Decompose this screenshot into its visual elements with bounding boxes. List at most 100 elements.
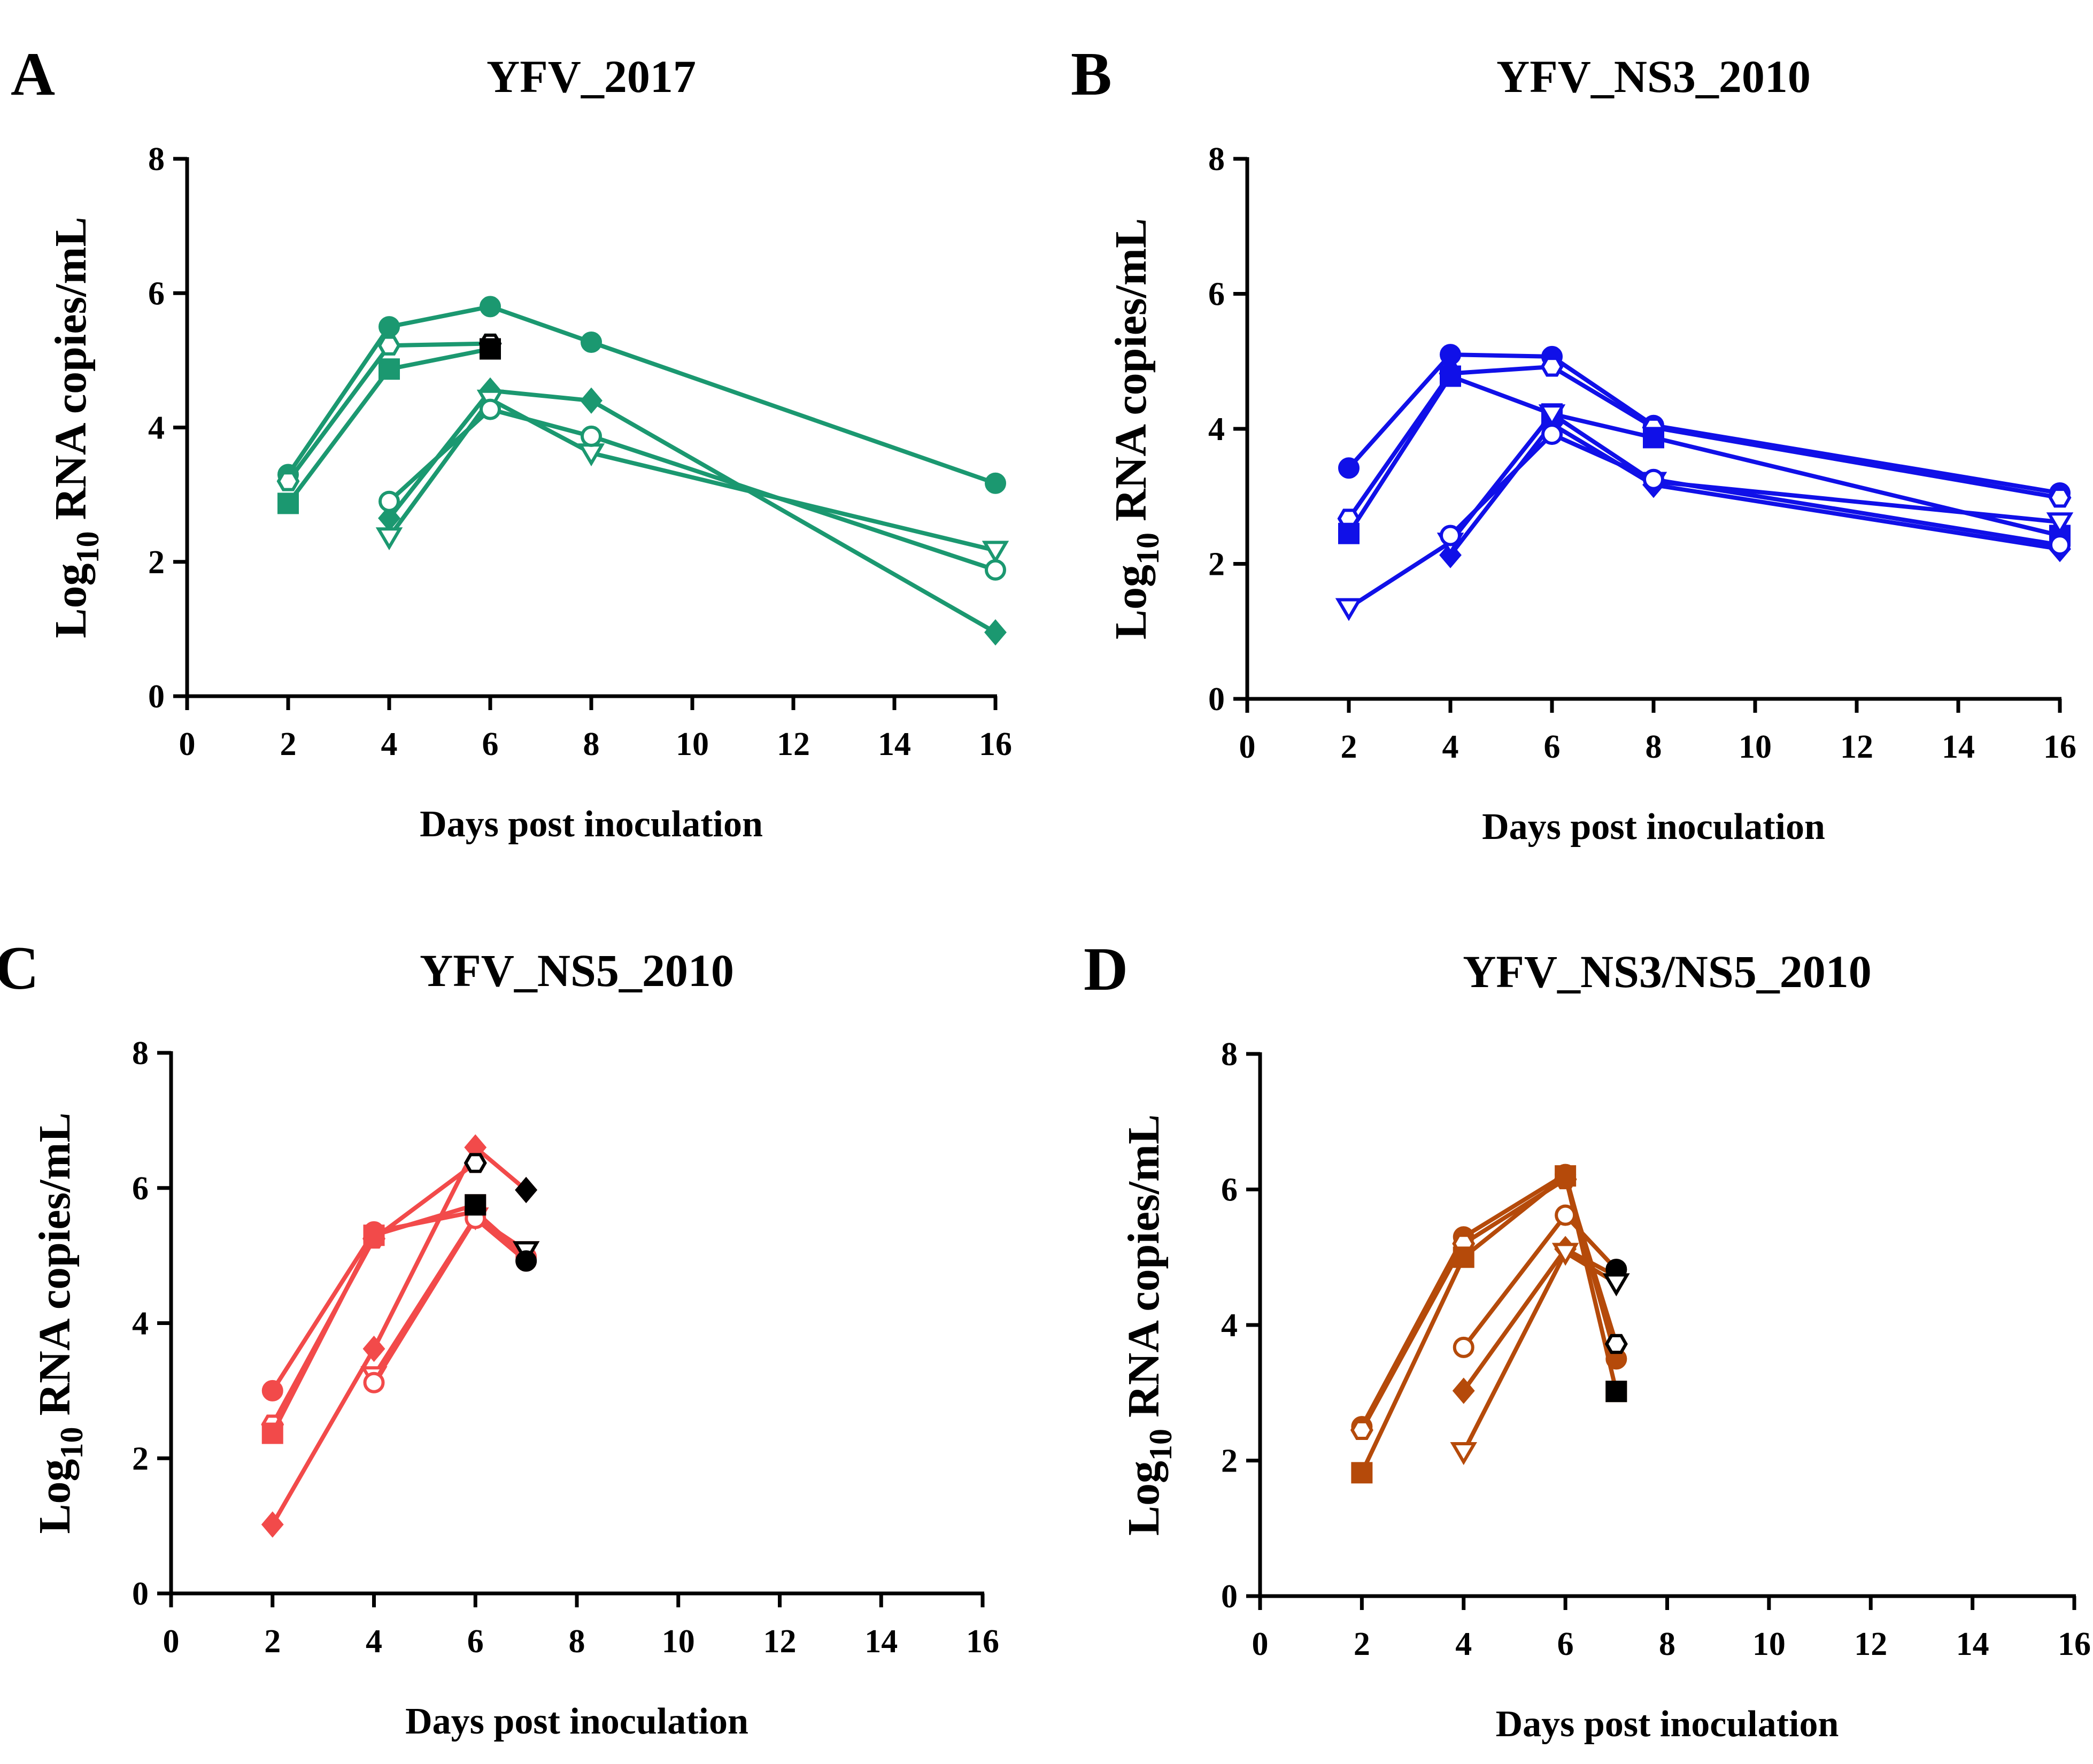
- y-tick-label: 0: [1208, 681, 1225, 718]
- data-point: [480, 398, 501, 420]
- endpoint-marker-group: [465, 1194, 486, 1216]
- data-point: [261, 1422, 283, 1444]
- series-line: [1347, 364, 2060, 520]
- y-axis-label-part: Log: [46, 563, 96, 638]
- x-tick-label: 16: [966, 1623, 999, 1660]
- data-point: [581, 331, 602, 353]
- y-tick-label: 2: [1221, 1443, 1238, 1480]
- data-point: [1440, 525, 1461, 546]
- data-point: [261, 1380, 283, 1401]
- data-point: [379, 358, 400, 380]
- data-point: [580, 387, 603, 414]
- y-tick-label: 4: [1208, 411, 1225, 448]
- x-tick-label: 0: [179, 726, 196, 762]
- x-tick-label: 8: [1659, 1626, 1675, 1662]
- data-point: [2046, 512, 2074, 536]
- y-tick-label: 6: [148, 275, 165, 312]
- y-tick-label: 4: [148, 410, 165, 446]
- data-point: [276, 471, 300, 491]
- data-point: [1643, 468, 1664, 490]
- data-point: [1452, 1377, 1475, 1404]
- series-3: [261, 1194, 486, 1444]
- endpoint-marker: [1605, 1381, 1627, 1403]
- y-tick-label: 2: [1208, 546, 1225, 583]
- data-point: [1335, 598, 1363, 621]
- data-point: [984, 619, 1007, 646]
- data-point: [362, 1335, 385, 1362]
- x-tick-label: 14: [864, 1623, 898, 1660]
- endpoint-marker-group: [515, 1250, 537, 1272]
- series-6: [363, 1207, 537, 1393]
- endpoint-marker-group: [480, 338, 501, 360]
- x-tick-label: 16: [2058, 1626, 2091, 1662]
- panel-b: B YFV_NS3_2010 0 2 4 6 8 10 12 14 16 0 2 4 6 8 Days post…: [1071, 40, 2076, 848]
- data-point: [1643, 427, 1664, 449]
- x-axis-label: Days post inoculation: [420, 804, 763, 845]
- x-tick-label: 12: [763, 1623, 797, 1660]
- data-point: [1551, 1243, 1579, 1266]
- endpoint-marker: [1604, 1334, 1628, 1354]
- x-tick-label: 0: [1252, 1626, 1269, 1662]
- x-tick-label: 14: [1956, 1626, 1989, 1662]
- data-point: [1555, 1165, 1577, 1187]
- data-point: [581, 425, 602, 447]
- x-tick-label: 0: [163, 1623, 180, 1660]
- x-axis-label: Days post inoculation: [1482, 806, 1825, 848]
- x-tick-label: 16: [2043, 729, 2076, 765]
- series-6: [1440, 423, 2071, 556]
- x-axis-label: Days post inoculation: [1496, 1704, 1839, 1745]
- panel-c: C YFV_NS5_2010 0 2 4 6 8 10 12 14 16 0 2 4 6 8 Days post…: [0, 934, 999, 1742]
- x-tick-label: 12: [777, 726, 810, 762]
- panel-d: D YFV_NS3/NS5_2010 0 2 4 6 8 10 12 14 16 0 2 4 6 8 Days …: [1084, 935, 2091, 1745]
- chart-title-a: YFV_2017: [486, 51, 696, 102]
- endpoint-marker: [480, 338, 501, 360]
- data-point: [1338, 457, 1360, 479]
- y-tick-label: 6: [1221, 1172, 1238, 1208]
- data-point: [1540, 357, 1564, 377]
- data-point: [1453, 1336, 1474, 1358]
- data-point: [1450, 1442, 1477, 1465]
- endpoint-marker-group: [515, 1176, 538, 1204]
- y-axis-label-part: Log: [30, 1459, 80, 1534]
- y-axis-label-part: RNA copies/mL: [46, 217, 96, 531]
- x-tick-label: 4: [1455, 1626, 1472, 1662]
- endpoint-marker: [464, 1153, 487, 1173]
- data-point: [1453, 1246, 1474, 1268]
- y-axis-label-subscript: 10: [54, 1427, 89, 1459]
- y-axis-label: Log10 RNA copies/mL: [30, 1112, 89, 1534]
- data-point: [985, 472, 1006, 494]
- x-tick-label: 16: [979, 726, 1012, 762]
- endpoint-marker: [1603, 1273, 1630, 1297]
- data-point: [1555, 1204, 1577, 1226]
- x-tick-label: 10: [676, 726, 709, 762]
- series-2: [276, 333, 502, 491]
- data-point: [363, 1224, 385, 1246]
- series-5: [375, 389, 1009, 564]
- data-point: [1440, 344, 1461, 366]
- y-axis-label-part: RNA copies/mL: [1119, 1114, 1169, 1429]
- x-tick-label: 4: [381, 726, 398, 762]
- x-tick-label: 6: [1557, 1626, 1574, 1662]
- x-tick-label: 6: [482, 726, 499, 762]
- endpoint-marker-group: [1605, 1381, 1627, 1403]
- y-axis-label-part: RNA copies/mL: [30, 1112, 80, 1427]
- data-point: [277, 492, 299, 514]
- series-line: [387, 388, 997, 635]
- y-tick-label: 0: [148, 679, 165, 715]
- y-tick-label: 8: [132, 1035, 149, 1072]
- endpoint-marker: [465, 1194, 486, 1216]
- y-axis-label-subscript: 10: [1130, 533, 1165, 565]
- y-tick-label: 2: [148, 544, 165, 581]
- series-3: [1351, 1165, 1627, 1484]
- x-tick-label: 6: [467, 1623, 484, 1660]
- series-line: [1449, 432, 2060, 548]
- endpoint-marker: [515, 1250, 537, 1272]
- y-tick-label: 8: [1221, 1036, 1238, 1073]
- x-tick-label: 12: [1840, 729, 1873, 765]
- x-tick-label: 4: [366, 1623, 382, 1660]
- chart-title-d: YFV_NS3/NS5_2010: [1463, 946, 1872, 997]
- data-point: [363, 1372, 385, 1393]
- data-point: [1541, 423, 1563, 445]
- x-tick-label: 8: [583, 726, 600, 762]
